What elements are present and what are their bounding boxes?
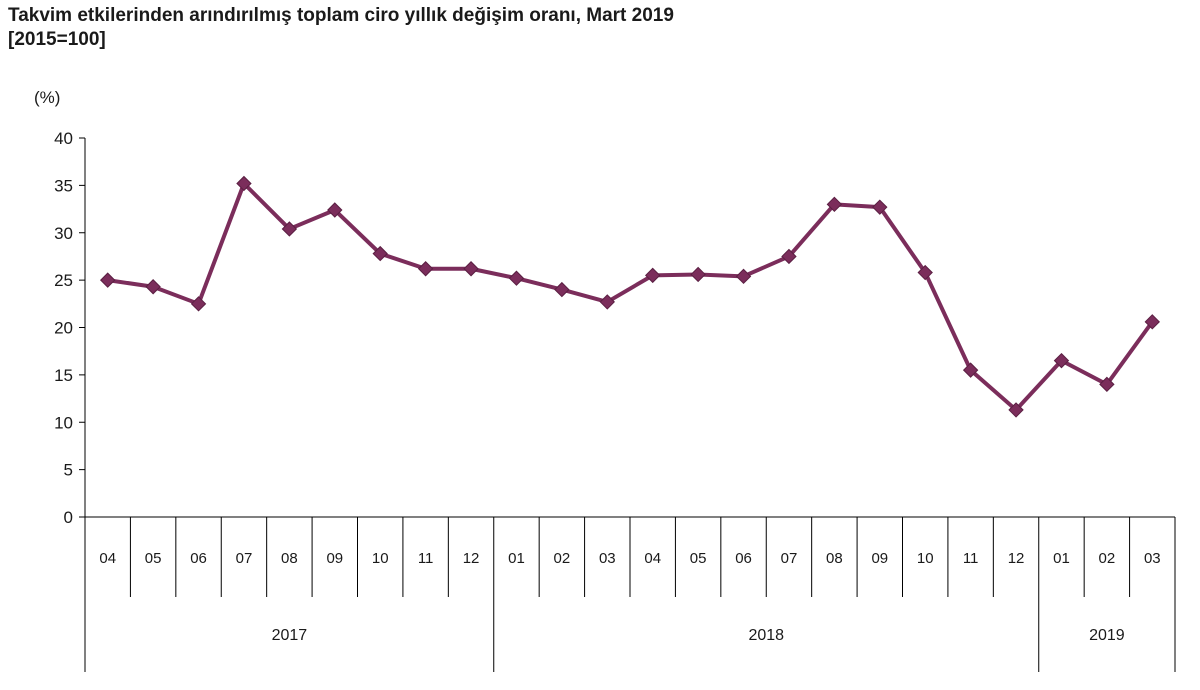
- x-tick-label: 12: [463, 550, 480, 567]
- x-tick-label: 06: [735, 550, 752, 567]
- x-tick-label: 02: [1099, 550, 1116, 567]
- series-line: [107, 181, 1154, 412]
- x-tick-label: 03: [599, 550, 616, 567]
- x-tick-label: 04: [644, 550, 661, 567]
- x-tick-label: 01: [508, 550, 525, 567]
- x-tick-label: 09: [326, 550, 343, 567]
- y-tick-label: 35: [54, 176, 73, 195]
- y-tick-label: 40: [54, 129, 73, 148]
- y-tick-label: 30: [54, 224, 73, 243]
- data-point-marker: [599, 294, 615, 310]
- data-point-marker: [327, 202, 343, 218]
- y-tick-label: 5: [64, 461, 73, 480]
- x-tick-label: 05: [145, 550, 162, 567]
- data-point-marker: [962, 362, 979, 378]
- y-axis-unit-label: (%): [34, 88, 61, 107]
- chart-subtitle: [2015=100]: [8, 29, 106, 50]
- x-year-label: 2018: [748, 627, 784, 644]
- chart-title-text: Takvim etkilerinden arındırılmış toplam …: [8, 5, 674, 26]
- data-point-marker: [417, 261, 434, 277]
- data-point-marker: [508, 270, 525, 286]
- data-point-marker: [1053, 352, 1070, 369]
- chart-title: Takvim etkilerinden arındırılmış toplam …: [8, 4, 674, 52]
- x-tick-label: 11: [963, 550, 979, 567]
- y-tick-label: 0: [64, 508, 73, 527]
- y-tick-label: 10: [54, 413, 73, 432]
- data-point-marker: [463, 261, 479, 277]
- x-tick-label: 07: [781, 550, 798, 567]
- x-year-label: 2017: [272, 627, 308, 644]
- y-tick-label: 20: [54, 319, 73, 338]
- data-point-marker: [281, 221, 298, 237]
- x-year-label: 2019: [1089, 627, 1125, 644]
- x-tick-label: 09: [871, 550, 888, 567]
- data-point-marker: [372, 245, 388, 262]
- y-tick-label: 25: [54, 271, 73, 290]
- x-tick-label: 01: [1053, 550, 1070, 567]
- x-tick-label: 02: [554, 550, 571, 567]
- x-tick-label: 10: [917, 550, 934, 567]
- data-point-marker: [917, 264, 933, 281]
- data-point-marker: [872, 199, 888, 215]
- data-point-marker: [236, 175, 252, 192]
- x-tick-label: 08: [281, 550, 298, 567]
- data-point-marker: [690, 266, 706, 283]
- x-tick-label: 05: [690, 550, 707, 567]
- data-point-marker: [554, 281, 570, 298]
- data-point-marker: [1099, 376, 1115, 393]
- x-tick-label: 04: [99, 550, 116, 567]
- data-point-marker: [735, 268, 752, 285]
- data-point-marker: [145, 279, 161, 295]
- x-tick-label: 12: [1008, 550, 1025, 567]
- x-tick-label: 03: [1144, 550, 1161, 567]
- x-tick-label: 08: [826, 550, 843, 567]
- data-point-marker: [781, 248, 797, 265]
- data-point-marker: [826, 196, 843, 213]
- data-point-marker: [190, 296, 207, 312]
- data-point-marker: [645, 267, 661, 284]
- data-point-marker: [100, 272, 116, 288]
- x-tick-label: 06: [190, 550, 207, 567]
- x-tick-label: 07: [236, 550, 253, 567]
- data-point-marker: [1144, 314, 1160, 330]
- y-tick-label: 15: [54, 366, 73, 385]
- x-tick-label: 10: [372, 550, 389, 567]
- data-point-marker: [1008, 402, 1024, 418]
- x-tick-label: 11: [418, 550, 434, 567]
